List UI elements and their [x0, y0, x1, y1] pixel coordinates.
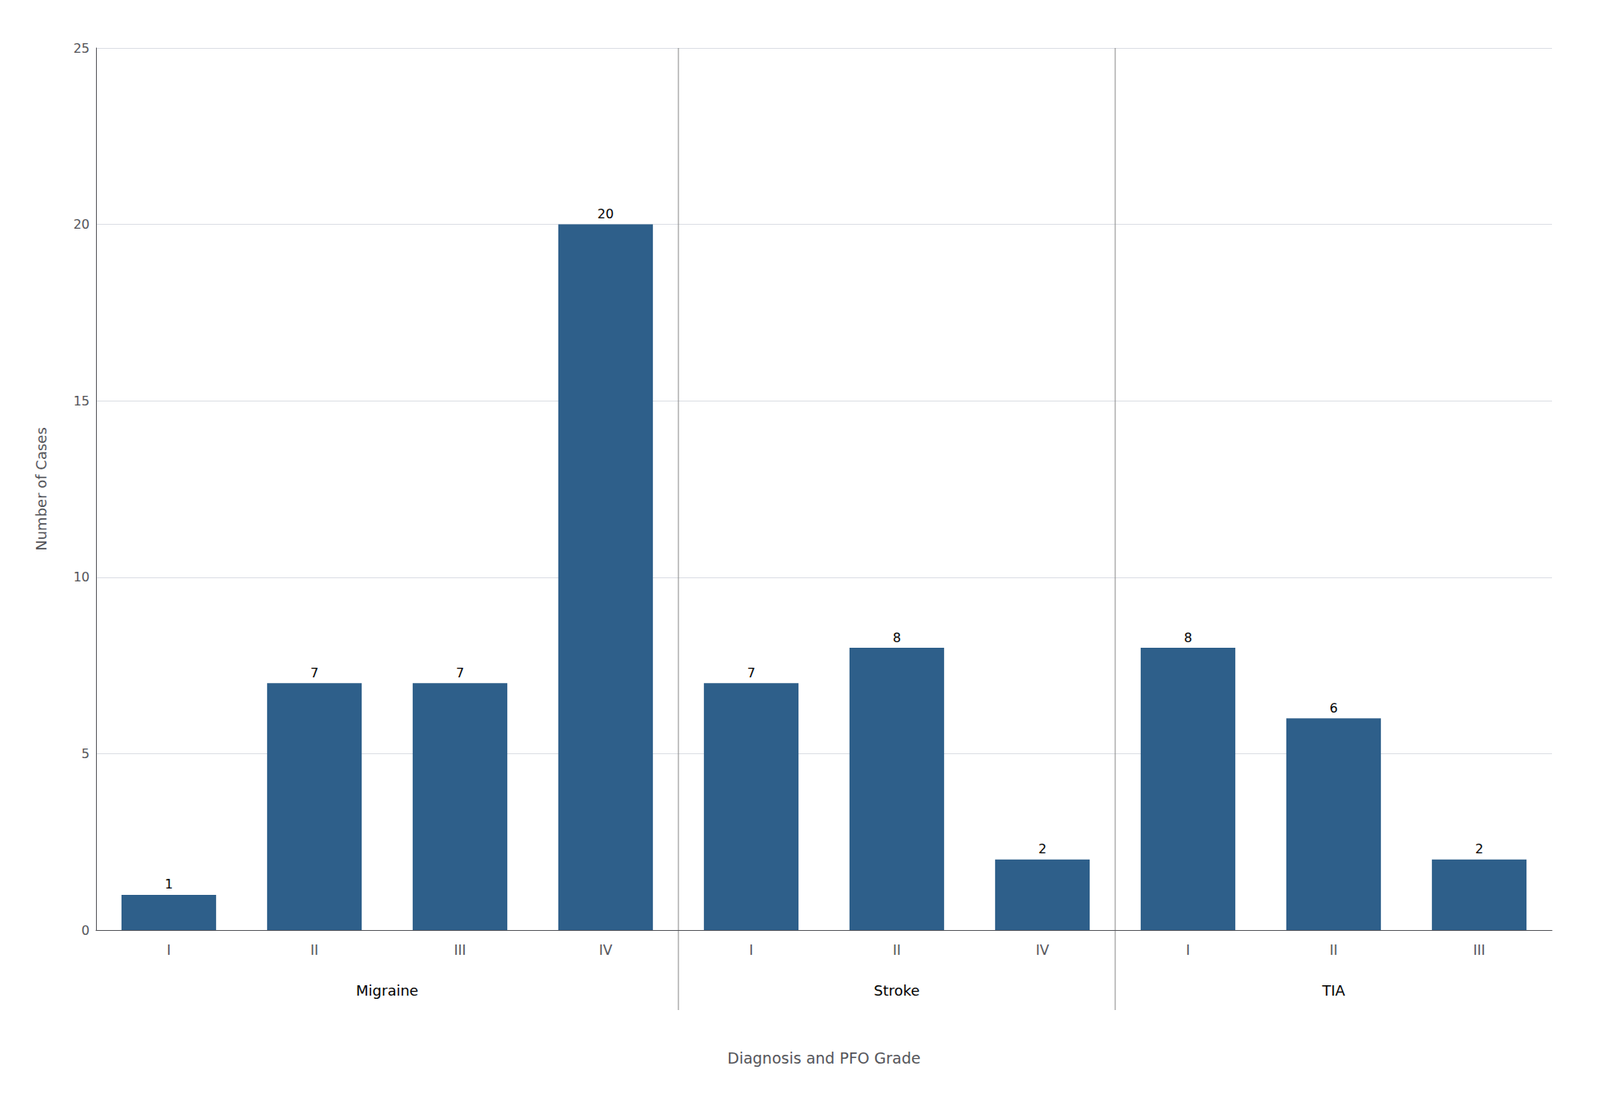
svg-text:0: 0: [81, 923, 90, 939]
svg-text:Number of Cases: Number of Cases: [32, 427, 50, 552]
svg-text:20: 20: [73, 216, 90, 232]
svg-text:IV: IV: [1036, 942, 1050, 959]
svg-text:6: 6: [1329, 700, 1338, 716]
svg-text:II: II: [1329, 942, 1338, 959]
svg-text:II: II: [310, 942, 319, 959]
svg-text:7: 7: [747, 665, 756, 681]
svg-text:I: I: [1185, 942, 1190, 959]
svg-text:7: 7: [310, 665, 319, 681]
svg-text:8: 8: [892, 630, 901, 646]
svg-text:I: I: [748, 942, 753, 959]
svg-text:Migraine: Migraine: [356, 982, 419, 1000]
svg-text:2: 2: [1475, 841, 1484, 857]
svg-text:Diagnosis and PFO Grade: Diagnosis and PFO Grade: [727, 1049, 921, 1068]
svg-text:20: 20: [597, 206, 614, 222]
svg-text:III: III: [453, 942, 466, 959]
svg-text:8: 8: [1184, 630, 1192, 646]
svg-text:10: 10: [73, 569, 90, 585]
svg-text:II: II: [892, 942, 901, 959]
svg-text:IV: IV: [599, 942, 613, 959]
svg-text:Stroke: Stroke: [873, 982, 920, 1000]
svg-text:2: 2: [1038, 841, 1047, 857]
svg-text:25: 25: [73, 40, 90, 56]
svg-text:III: III: [1472, 942, 1485, 959]
svg-text:7: 7: [456, 665, 464, 681]
svg-text:TIA: TIA: [1321, 982, 1346, 1000]
svg-text:15: 15: [73, 393, 90, 409]
svg-text:1: 1: [164, 876, 173, 892]
svg-text:I: I: [166, 942, 171, 959]
svg-text:5: 5: [81, 746, 90, 762]
